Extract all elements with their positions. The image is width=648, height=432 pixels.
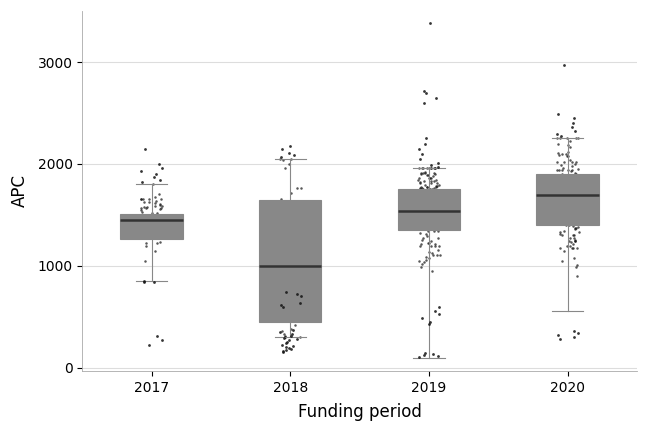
PathPatch shape [121,214,183,239]
Y-axis label: APC: APC [11,175,29,207]
PathPatch shape [259,200,321,322]
PathPatch shape [398,189,460,230]
PathPatch shape [537,174,599,225]
X-axis label: Funding period: Funding period [297,403,422,421]
